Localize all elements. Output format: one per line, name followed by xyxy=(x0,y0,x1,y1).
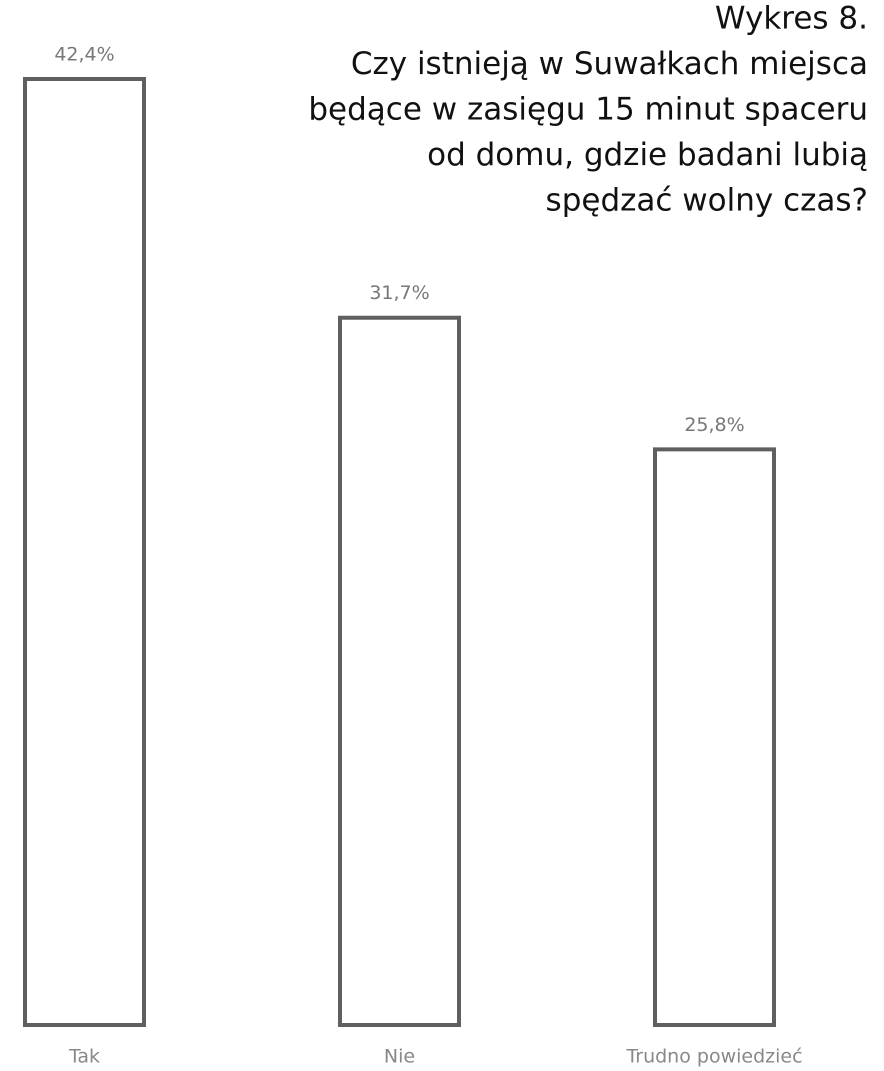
x-tick-label: Trudno powiedzieć xyxy=(625,1046,802,1068)
chart-title: Czy istnieją w Suwałkach miejsca xyxy=(351,46,868,82)
bar xyxy=(653,447,776,1027)
value-label: 31,7% xyxy=(369,282,429,304)
value-label: 42,4% xyxy=(54,44,114,66)
value-label: 25,8% xyxy=(684,414,744,436)
bar xyxy=(23,77,146,1027)
bar xyxy=(338,315,461,1027)
chart-title: spędzać wolny czas? xyxy=(546,183,868,219)
x-tick-label: Nie xyxy=(384,1046,415,1068)
chart-title: od domu, gdzie badani lubią xyxy=(427,137,868,173)
chart-title: Wykres 8. xyxy=(715,1,868,37)
chart-title: będące w zasięgu 15 minut spaceru xyxy=(308,92,868,128)
x-tick-label: Tak xyxy=(68,1046,100,1068)
